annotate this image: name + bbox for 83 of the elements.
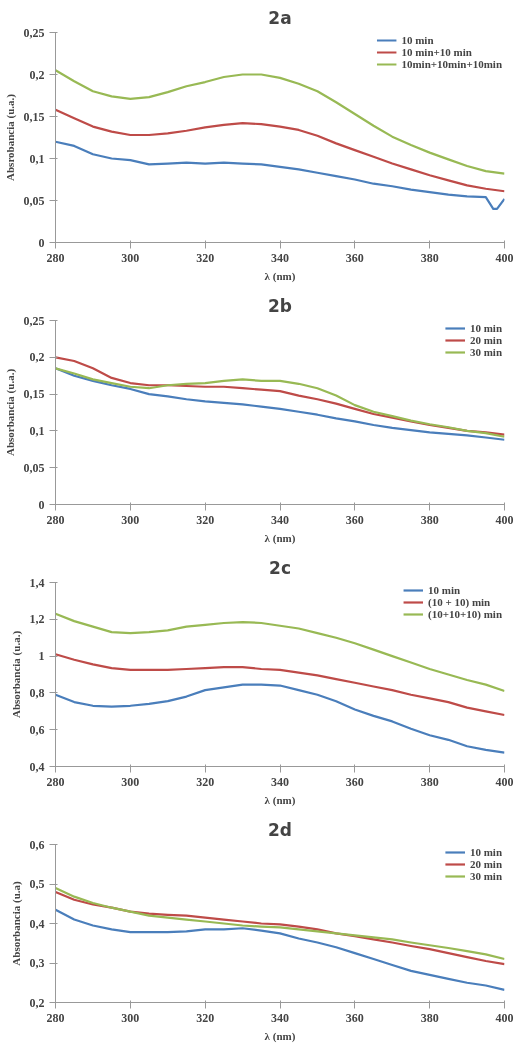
line-series [55,140,505,210]
x-tick-label: 360 [345,250,364,265]
y-tick-label: 0,6 [29,722,45,737]
y-tick-label: 0,1 [29,423,45,438]
x-tick-label: 360 [345,774,364,789]
x-axis-title: λ (nm) [264,269,296,283]
x-tick-label: 340 [271,250,289,265]
x-tick-label: 320 [196,774,215,789]
x-tick-label: 380 [420,512,439,527]
y-tick-label: 0,15 [23,109,45,124]
y-tick-label: 0,3 [29,956,45,970]
x-axis-title: λ (nm) [264,531,296,545]
y-tick-label: 0,05 [23,460,45,475]
line-series [55,108,505,193]
x-tick-label: 300 [121,1010,140,1025]
x-tick-label: 400 [495,774,514,789]
y-tick-label: 0 [38,235,45,250]
x-tick-label: 380 [420,250,439,265]
x-tick-label: 280 [46,250,65,265]
y-tick-label: 0,25 [23,25,45,40]
y-tick-label: 0,5 [29,877,45,891]
y-tick-label: 0,15 [23,387,45,402]
legend-label: 10 min [469,322,502,334]
y-tick-label: 0,25 [23,313,45,328]
x-tick-label: 380 [420,774,439,789]
legend-label: 30 min [469,346,502,358]
x-axis-title: λ (nm) [264,1029,296,1043]
x-tick-label: 400 [495,1010,514,1025]
y-tick-label: 0,8 [29,685,45,700]
legend-label: (10 + 10) min [428,596,491,608]
y-axis-title: Absorbancia (u.a.) [9,630,23,719]
legend-label: 10 min+10 min [401,46,472,58]
y-tick-label: 1,4 [29,575,45,590]
x-tick-label: 320 [196,512,215,527]
line-series [55,69,505,175]
chart-title: 2a [268,7,292,28]
x-tick-label: 360 [345,512,364,527]
line-series [55,908,505,991]
x-tick-label: 300 [121,774,140,789]
y-axis-title: Absorbancia (u.a) [9,880,23,966]
x-tick-label: 340 [271,1010,289,1025]
y-tick-label: 0,2 [29,995,45,1010]
x-tick-label: 300 [121,250,140,265]
y-tick-label: 1 [38,649,45,664]
x-tick-label: 280 [46,1010,65,1025]
chart-title: 2d [268,819,292,840]
legend-label: 10min+10min+10min [401,58,502,70]
line-series [55,612,505,693]
y-tick-label: 0,2 [29,67,45,82]
y-tick-label: 0,2 [29,350,45,365]
x-tick-label: 340 [271,774,289,789]
y-axis-title: Absrobancia (u.a.) [3,93,17,181]
y-tick-label: 0,4 [29,759,45,774]
legend-label: 30 min [469,870,502,882]
line-series [55,356,505,436]
chart-title: 2b [268,295,292,316]
legend-label: (10+10+10) min [428,608,502,620]
y-tick-label: 0,05 [23,193,45,208]
legend-label: 10 min [469,846,502,858]
x-tick-label: 400 [495,512,514,527]
x-tick-label: 360 [345,1010,364,1025]
x-tick-label: 340 [271,512,289,527]
legend-label: 10 min [401,34,434,46]
x-tick-label: 280 [46,774,65,789]
x-tick-label: 380 [420,1010,439,1025]
legend-label: 20 min [469,334,502,346]
line-series [55,653,505,717]
y-axis-title: Absorbancia (u.a.) [3,368,17,457]
y-tick-label: 0 [38,497,45,512]
x-axis-title: λ (nm) [264,793,296,807]
x-tick-label: 280 [46,512,65,527]
y-tick-label: 0,4 [29,916,45,931]
x-tick-label: 300 [121,512,140,527]
y-tick-label: 1,2 [29,612,45,627]
line-series [55,683,505,754]
y-tick-label: 0,6 [29,837,45,852]
chart-title: 2c [269,557,291,578]
x-tick-label: 320 [196,1010,215,1025]
legend-label: 10 min [428,584,461,596]
x-tick-label: 320 [196,250,215,265]
x-tick-label: 400 [495,250,514,265]
y-tick-label: 0,1 [29,151,45,166]
legend-label: 20 min [469,858,502,870]
